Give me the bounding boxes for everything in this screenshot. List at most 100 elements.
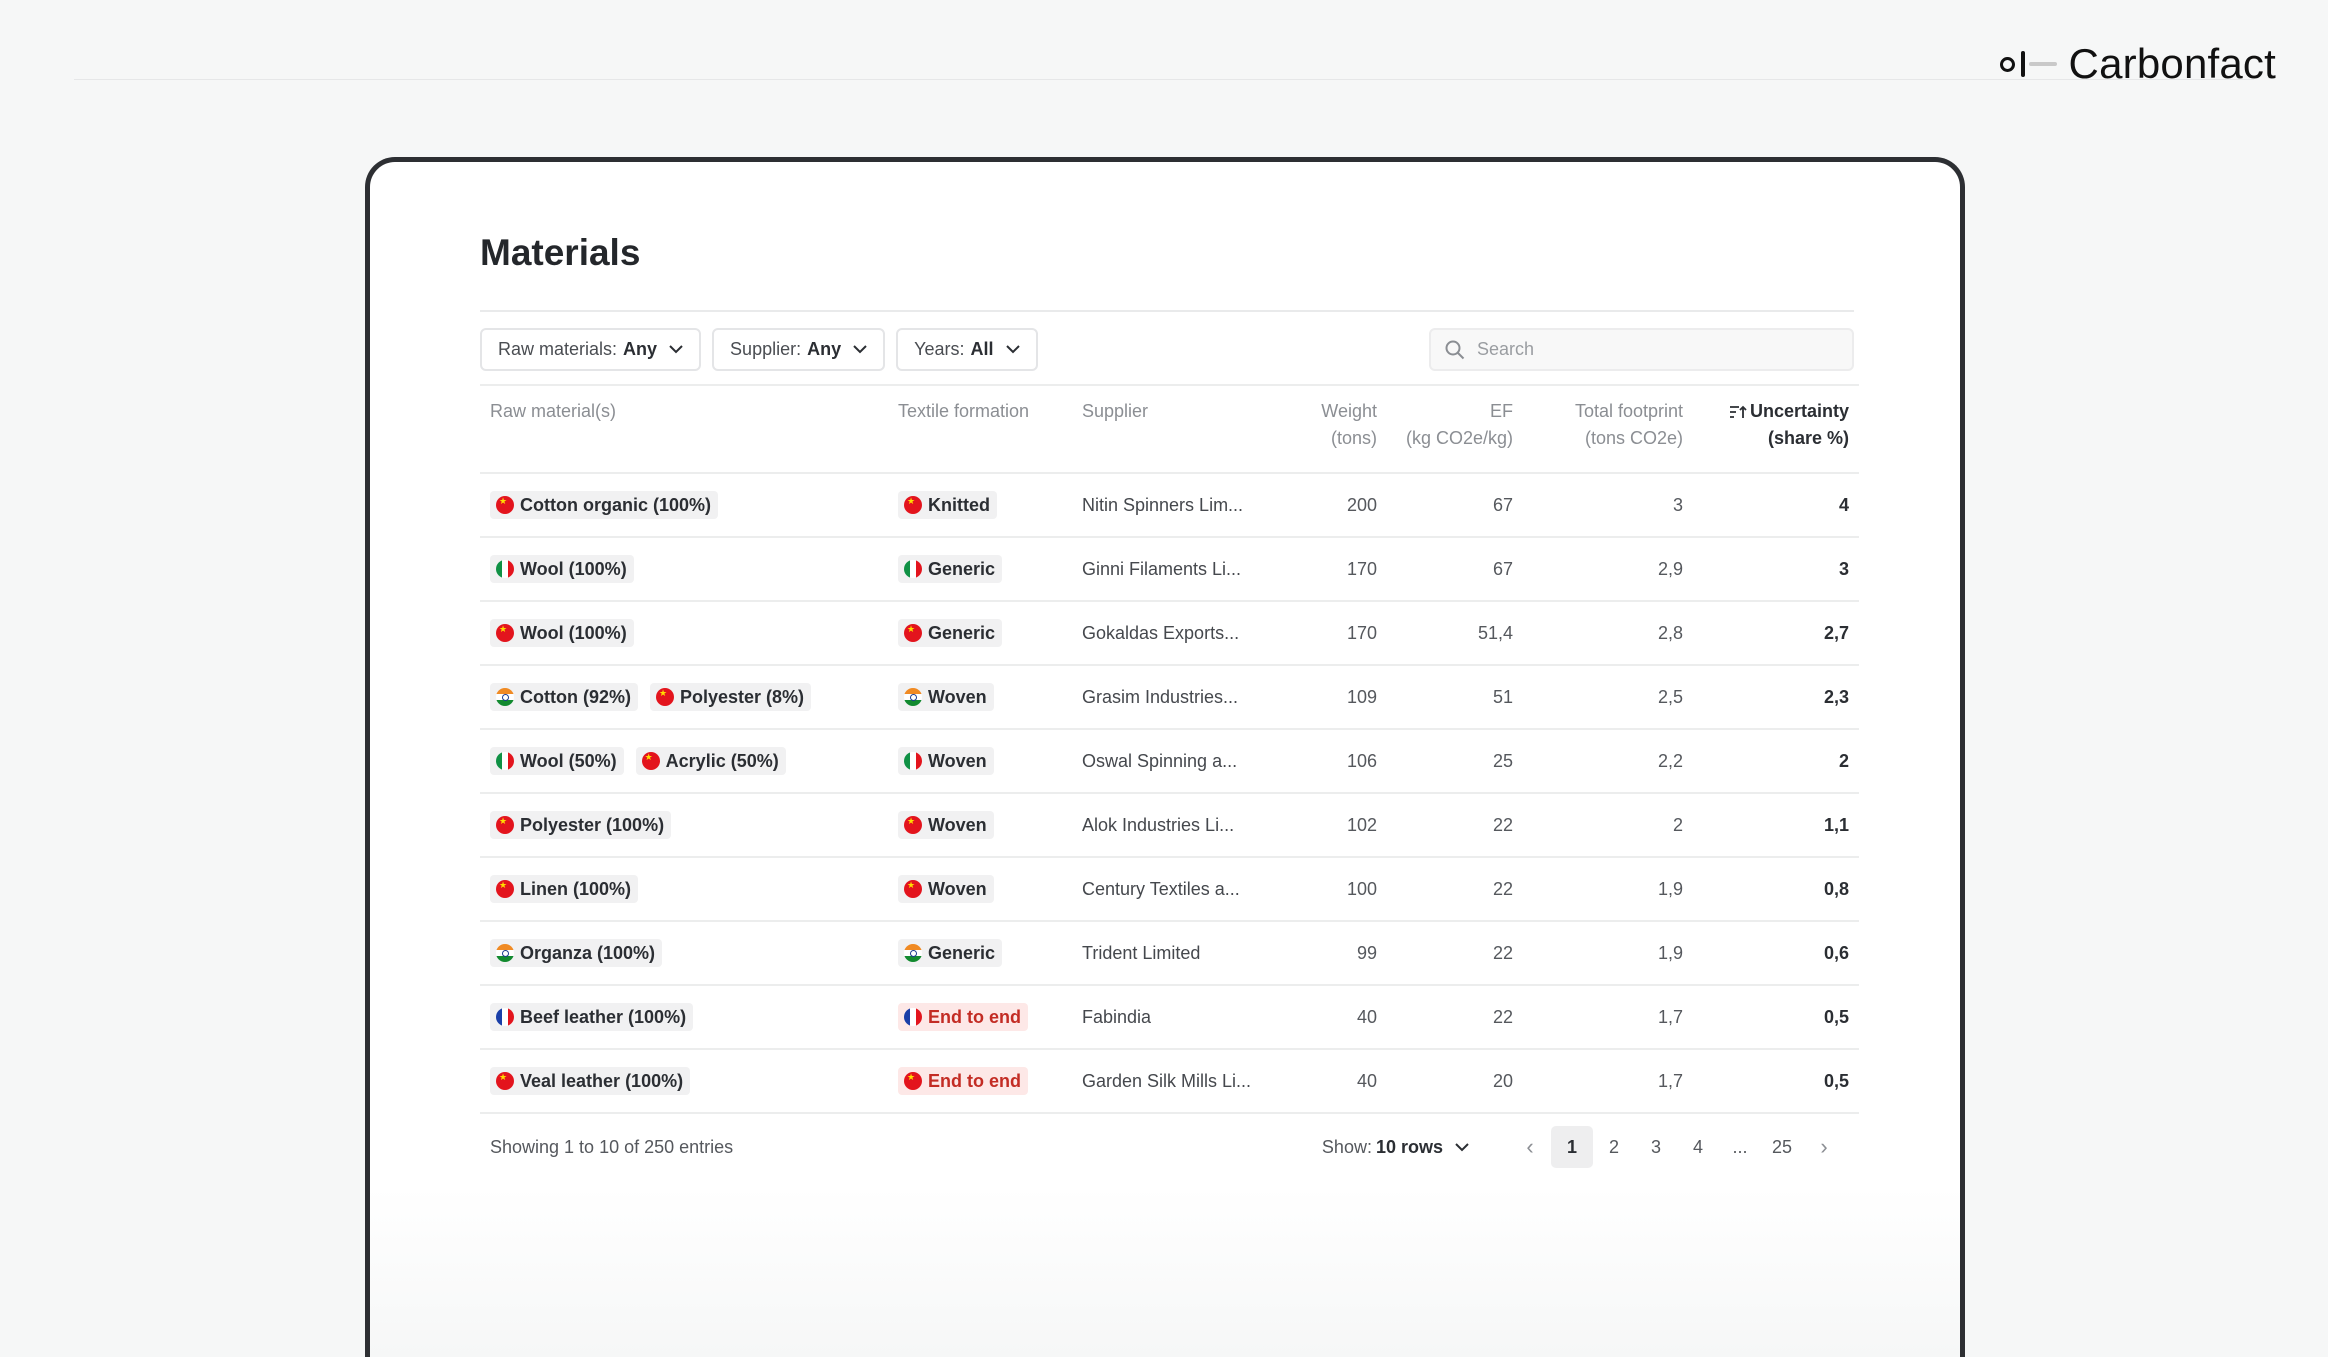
- cell-uncertainty: 0,8: [1823, 878, 1849, 899]
- cell-total-footprint: 2,8: [1657, 622, 1683, 643]
- cell-textile-formation: Woven: [898, 665, 1082, 729]
- column-header-ef[interactable]: EF (kg CO2e/kg): [1377, 385, 1513, 473]
- cell-textile-formation: Woven: [898, 857, 1082, 921]
- page-button[interactable]: 2: [1608, 1136, 1619, 1157]
- cell-supplier: Alok Industries Li...: [1082, 814, 1235, 835]
- cell-ef: 25: [1492, 750, 1513, 771]
- material-tag: Wool (100%): [490, 555, 634, 583]
- column-header-weight[interactable]: Weight (tons): [1288, 385, 1377, 473]
- cell-uncertainty: 4: [1838, 494, 1849, 515]
- cell-weight: 102: [1346, 814, 1377, 835]
- cell-textile-formation: Knitted: [898, 473, 1082, 537]
- china-flag-icon: [496, 880, 514, 898]
- column-header-raw-materials[interactable]: Raw material(s): [490, 401, 617, 421]
- tag-label: Polyester (100%): [520, 814, 665, 835]
- india-flag-icon: [496, 688, 514, 706]
- cell-textile-formation: Generic: [898, 921, 1082, 985]
- tag-label: End to end: [928, 1070, 1021, 1091]
- cell-weight: 99: [1356, 942, 1377, 963]
- column-header-total-footprint[interactable]: Total footprint (tons CO2e): [1513, 385, 1683, 473]
- filter-raw-materials[interactable]: Raw materials: Any: [480, 328, 702, 371]
- filter-supplier[interactable]: Supplier: Any: [712, 328, 886, 371]
- italy-flag-icon: [904, 752, 922, 770]
- page-title: Materials: [480, 232, 641, 273]
- cell-uncertainty: 2,7: [1823, 622, 1849, 643]
- brand-name: Carbonfact: [2068, 40, 2276, 87]
- chevron-left-icon[interactable]: ‹: [1526, 1134, 1534, 1159]
- table-row[interactable]: Wool (100%) Generic Gokaldas Exports... 170…: [480, 601, 1859, 665]
- show-value: 10 rows: [1375, 1136, 1443, 1157]
- cell-textile-formation: Generic: [898, 537, 1082, 601]
- material-tag: Acrylic (50%): [635, 747, 786, 775]
- cell-supplier: Century Textiles a...: [1082, 878, 1240, 899]
- tag-label: Woven: [928, 750, 987, 771]
- cell-raw-materials: Wool (100%): [480, 601, 898, 665]
- column-header-textile-formation[interactable]: Textile formation: [898, 401, 1030, 421]
- table-row[interactable]: Cotton organic (100%) Knitted Nitin Spinne…: [480, 473, 1859, 537]
- cell-weight: 170: [1346, 622, 1377, 643]
- chevron-down-icon: [669, 345, 683, 354]
- cell-textile-formation: Woven: [898, 729, 1082, 793]
- table-row[interactable]: Cotton (92%) Polyester (8%) Woven Grasim In…: [480, 665, 1859, 729]
- table-row[interactable]: Beef leather (100%) End to end Fabindia 40 2…: [480, 985, 1859, 1049]
- cell-weight: 40: [1356, 1006, 1377, 1027]
- page-button[interactable]: 4: [1692, 1136, 1703, 1157]
- search-input[interactable]: [1477, 339, 1817, 360]
- show-label: Show:: [1321, 1136, 1372, 1157]
- table-row[interactable]: Polyester (100%) Woven Alok Industries Li.…: [480, 793, 1859, 857]
- search-box[interactable]: [1429, 328, 1854, 371]
- cell-raw-materials: Polyester (100%): [480, 793, 898, 857]
- chevron-right-icon[interactable]: ›: [1820, 1134, 1828, 1159]
- cell-total-footprint: 3: [1672, 494, 1683, 515]
- column-header-uncertainty[interactable]: Uncertainty (share %): [1683, 385, 1859, 473]
- cell-uncertainty: 0,5: [1823, 1006, 1849, 1027]
- cell-uncertainty: 0,5: [1823, 1070, 1849, 1091]
- table-row[interactable]: Linen (100%) Woven Century Textiles a... 10…: [480, 857, 1859, 921]
- china-flag-icon: [496, 496, 514, 514]
- cell-weight: 170: [1346, 558, 1377, 579]
- table-row[interactable]: Veal leather (100%) End to end Garden Silk…: [480, 1049, 1859, 1113]
- tag-label: Linen (100%): [520, 878, 632, 899]
- cell-supplier: Gokaldas Exports...: [1082, 622, 1240, 643]
- page-button[interactable]: 3: [1650, 1136, 1661, 1157]
- china-flag-icon: [904, 496, 922, 514]
- cell-total-footprint: 1,7: [1657, 1070, 1683, 1091]
- cell-ef: 22: [1492, 814, 1513, 835]
- cell-ef: 22: [1492, 942, 1513, 963]
- tag-label: Knitted: [928, 494, 990, 515]
- filter-years[interactable]: Years: All: [896, 328, 1038, 371]
- cell-textile-formation: End to end: [898, 985, 1082, 1049]
- cell-total-footprint: 1,7: [1657, 1006, 1683, 1027]
- column-header-supplier[interactable]: Supplier: [1082, 401, 1149, 421]
- page-button[interactable]: 25: [1771, 1136, 1793, 1157]
- search-icon: [1445, 340, 1465, 359]
- material-tag: Generic: [898, 555, 1003, 583]
- cell-raw-materials: Cotton (92%) Polyester (8%): [480, 665, 898, 729]
- cell-supplier: Oswal Spinning a...: [1082, 750, 1238, 771]
- page-button[interactable]: 1: [1551, 1126, 1593, 1168]
- table-row[interactable]: Wool (100%) Generic Ginni Filaments Li... 1…: [480, 537, 1859, 601]
- cell-supplier: Garden Silk Mills Li...: [1082, 1070, 1252, 1091]
- cell-textile-formation: Generic: [898, 601, 1082, 665]
- cell-uncertainty: 1,1: [1823, 814, 1849, 835]
- table-row[interactable]: Organza (100%) Generic Trident Limited 99 22…: [480, 921, 1859, 985]
- india-flag-icon: [904, 944, 922, 962]
- china-flag-icon: [904, 1072, 922, 1090]
- rows-per-page-select[interactable]: Show: 10 rows: [1322, 1137, 1469, 1158]
- china-flag-icon: [656, 688, 674, 706]
- cell-raw-materials: Organza (100%): [480, 921, 898, 985]
- table-row[interactable]: Wool (50%) Acrylic (50%) Woven Oswal Spinni…: [480, 729, 1859, 793]
- tag-label: Generic: [928, 558, 996, 579]
- cell-ef: 22: [1492, 878, 1513, 899]
- cell-ef: 51,4: [1477, 622, 1513, 643]
- cell-uncertainty: 0,6: [1823, 942, 1849, 963]
- tag-label: Woven: [928, 814, 987, 835]
- tag-label: Acrylic (50%): [665, 750, 779, 771]
- cell-ef: 22: [1492, 1006, 1513, 1027]
- chevron-down-icon: [853, 345, 867, 354]
- materials-table: Raw material(s) Textile formation Suppli…: [480, 384, 1859, 1114]
- china-flag-icon: [904, 816, 922, 834]
- tag-label: Cotton organic (100%): [520, 494, 712, 515]
- header-unit: (share %): [1767, 428, 1849, 448]
- material-tag: Linen (100%): [490, 875, 639, 903]
